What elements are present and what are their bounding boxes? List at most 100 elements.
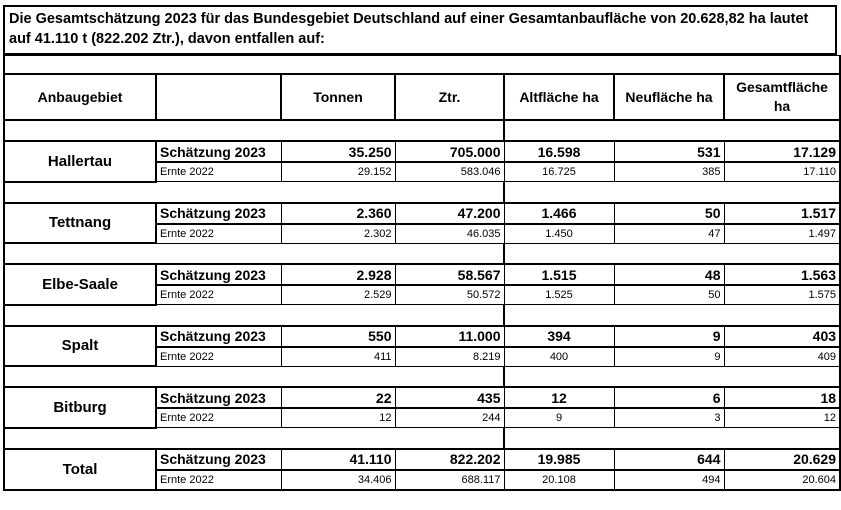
cell-neuflaeche: 48 — [613, 263, 725, 286]
cell-ztr: 46.035 — [394, 223, 505, 244]
sheet-title: Die Gesamtschätzung 2023 für das Bundesg… — [3, 5, 837, 55]
header-type — [155, 73, 282, 121]
spacer-cell — [502, 427, 841, 449]
cell-ztr: 705.000 — [394, 140, 505, 163]
cell-altflaeche: 1.450 — [503, 223, 615, 244]
cell-neuflaeche: 9 — [613, 346, 725, 367]
region-name: Bitburg — [3, 386, 157, 429]
spacer-cell — [3, 181, 505, 203]
cell-ztr: 47.200 — [394, 201, 505, 225]
cell-gesamtflaeche: 20.604 — [723, 469, 841, 491]
cell-ztr: 244 — [394, 407, 505, 428]
cell-ztr: 58.567 — [394, 263, 505, 286]
cell-ztr: 583.046 — [394, 161, 505, 182]
cell-ztr: 435 — [394, 386, 505, 409]
previous-row: Ernte 2022 12 244 9 3 12 — [4, 407, 841, 428]
cell-neuflaeche: 531 — [613, 140, 725, 163]
estimate-row: Tettnang Schätzung 2023 2.360 47.200 1.466 50… — [3, 201, 841, 244]
cell-gesamtflaeche: 1.497 — [723, 223, 841, 244]
spacer-cell — [3, 119, 505, 142]
cell-neuflaeche: 3 — [613, 407, 725, 428]
previous-row: Ernte 2022 2.529 50.572 1.525 50 1.575 — [4, 284, 841, 305]
spacer-row — [3, 304, 841, 326]
cell-tonnen: 12 — [280, 407, 396, 428]
region-name: Hallertau — [3, 140, 157, 183]
cell-neuflaeche: 9 — [613, 324, 725, 348]
region-name: Spalt — [3, 324, 157, 367]
header-row: Anbaugebiet Tonnen Ztr. Altfläche ha Neu… — [3, 73, 841, 121]
previous-row: Ernte 2022 29.152 583.046 16.725 385 17.110 — [4, 161, 841, 182]
estimate-row: Spalt Schätzung 2023 550 11.000 394 9 403 — [3, 324, 841, 367]
cell-neuflaeche: 47 — [613, 223, 725, 244]
cell-tonnen: 411 — [280, 346, 396, 367]
spacer-row — [3, 181, 841, 203]
cell-gesamtflaeche: 1.517 — [723, 201, 841, 225]
header-region: Anbaugebiet — [3, 73, 157, 121]
estimate-row: Total Schätzung 2023 41.110 822.202 19.985 64… — [3, 447, 841, 491]
cell-tonnen: 34.406 — [280, 469, 396, 491]
spacer-row — [3, 242, 841, 265]
cell-gesamtflaeche: 409 — [723, 346, 841, 367]
hop-estimate-sheet: Die Gesamtschätzung 2023 für das Bundesg… — [2, 5, 841, 491]
cell-neuflaeche: 385 — [613, 161, 725, 182]
region-name: Elbe-Saale — [3, 263, 157, 306]
cell-ztr: 8.219 — [394, 346, 505, 367]
cell-altflaeche: 400 — [503, 346, 615, 367]
spacer-cell — [502, 242, 841, 265]
cell-altflaeche: 20.108 — [503, 469, 615, 491]
row-label-previous: Ernte 2022 — [155, 469, 282, 491]
previous-row: Ernte 2022 411 8.219 400 9 409 — [4, 346, 841, 367]
cell-ztr: 50.572 — [394, 284, 505, 305]
cell-gesamtflaeche: 18 — [723, 386, 841, 409]
spacer-cell — [3, 242, 505, 265]
estimate-row: Elbe-Saale Schätzung 2023 2.928 58.567 1.515… — [3, 263, 841, 306]
row-label-estimate: Schätzung 2023 — [155, 324, 282, 348]
row-label-previous: Ernte 2022 — [155, 284, 282, 305]
region-name: Total — [3, 447, 157, 491]
header-neuflaeche: Neufläche ha — [613, 73, 725, 121]
header-altflaeche: Altfläche ha — [503, 73, 615, 121]
cell-gesamtflaeche: 12 — [723, 407, 841, 428]
spacer-row — [3, 119, 841, 142]
cell-gesamtflaeche: 403 — [723, 324, 841, 348]
estimate-table: Anbaugebiet Tonnen Ztr. Altfläche ha Neu… — [2, 55, 841, 491]
spacer-cell — [502, 365, 841, 388]
region-name: Tettnang — [3, 201, 157, 244]
cell-altflaeche: 19.985 — [503, 447, 615, 471]
cell-tonnen: 2.360 — [280, 201, 396, 225]
spacer-cell — [3, 365, 505, 388]
row-label-estimate: Schätzung 2023 — [155, 263, 282, 286]
row-label-estimate: Schätzung 2023 — [155, 201, 282, 225]
cell-gesamtflaeche: 20.629 — [723, 447, 841, 471]
cell-tonnen: 2.928 — [280, 263, 396, 286]
row-label-previous: Ernte 2022 — [155, 223, 282, 244]
cell-tonnen: 41.110 — [280, 447, 396, 471]
cell-tonnen: 2.302 — [280, 223, 396, 244]
row-label-previous: Ernte 2022 — [155, 161, 282, 182]
cell-neuflaeche: 644 — [613, 447, 725, 471]
spacer-cell — [502, 119, 841, 142]
row-label-previous: Ernte 2022 — [155, 346, 282, 367]
cell-gesamtflaeche: 17.110 — [723, 161, 841, 182]
cell-tonnen: 35.250 — [280, 140, 396, 163]
cell-neuflaeche: 50 — [613, 201, 725, 225]
previous-row: Ernte 2022 34.406 688.117 20.108 494 20.604 — [4, 469, 841, 491]
row-label-previous: Ernte 2022 — [155, 407, 282, 428]
header-ztr: Ztr. — [394, 73, 505, 121]
spacer-cell — [3, 304, 505, 326]
cell-tonnen: 29.152 — [280, 161, 396, 182]
cell-gesamtflaeche: 1.575 — [723, 284, 841, 305]
row-label-estimate: Schätzung 2023 — [155, 447, 282, 471]
cell-altflaeche: 1.525 — [503, 284, 615, 305]
cell-ztr: 11.000 — [394, 324, 505, 348]
spacer-cell — [502, 304, 841, 326]
cell-neuflaeche: 50 — [613, 284, 725, 305]
cell-altflaeche: 16.725 — [503, 161, 615, 182]
spacer-row — [3, 427, 841, 449]
cell-altflaeche: 1.466 — [503, 201, 615, 225]
cell-gesamtflaeche: 17.129 — [723, 140, 841, 163]
cell-neuflaeche: 494 — [613, 469, 725, 491]
cell-tonnen: 22 — [280, 386, 396, 409]
cell-ztr: 822.202 — [394, 447, 505, 471]
cell-tonnen: 2.529 — [280, 284, 396, 305]
